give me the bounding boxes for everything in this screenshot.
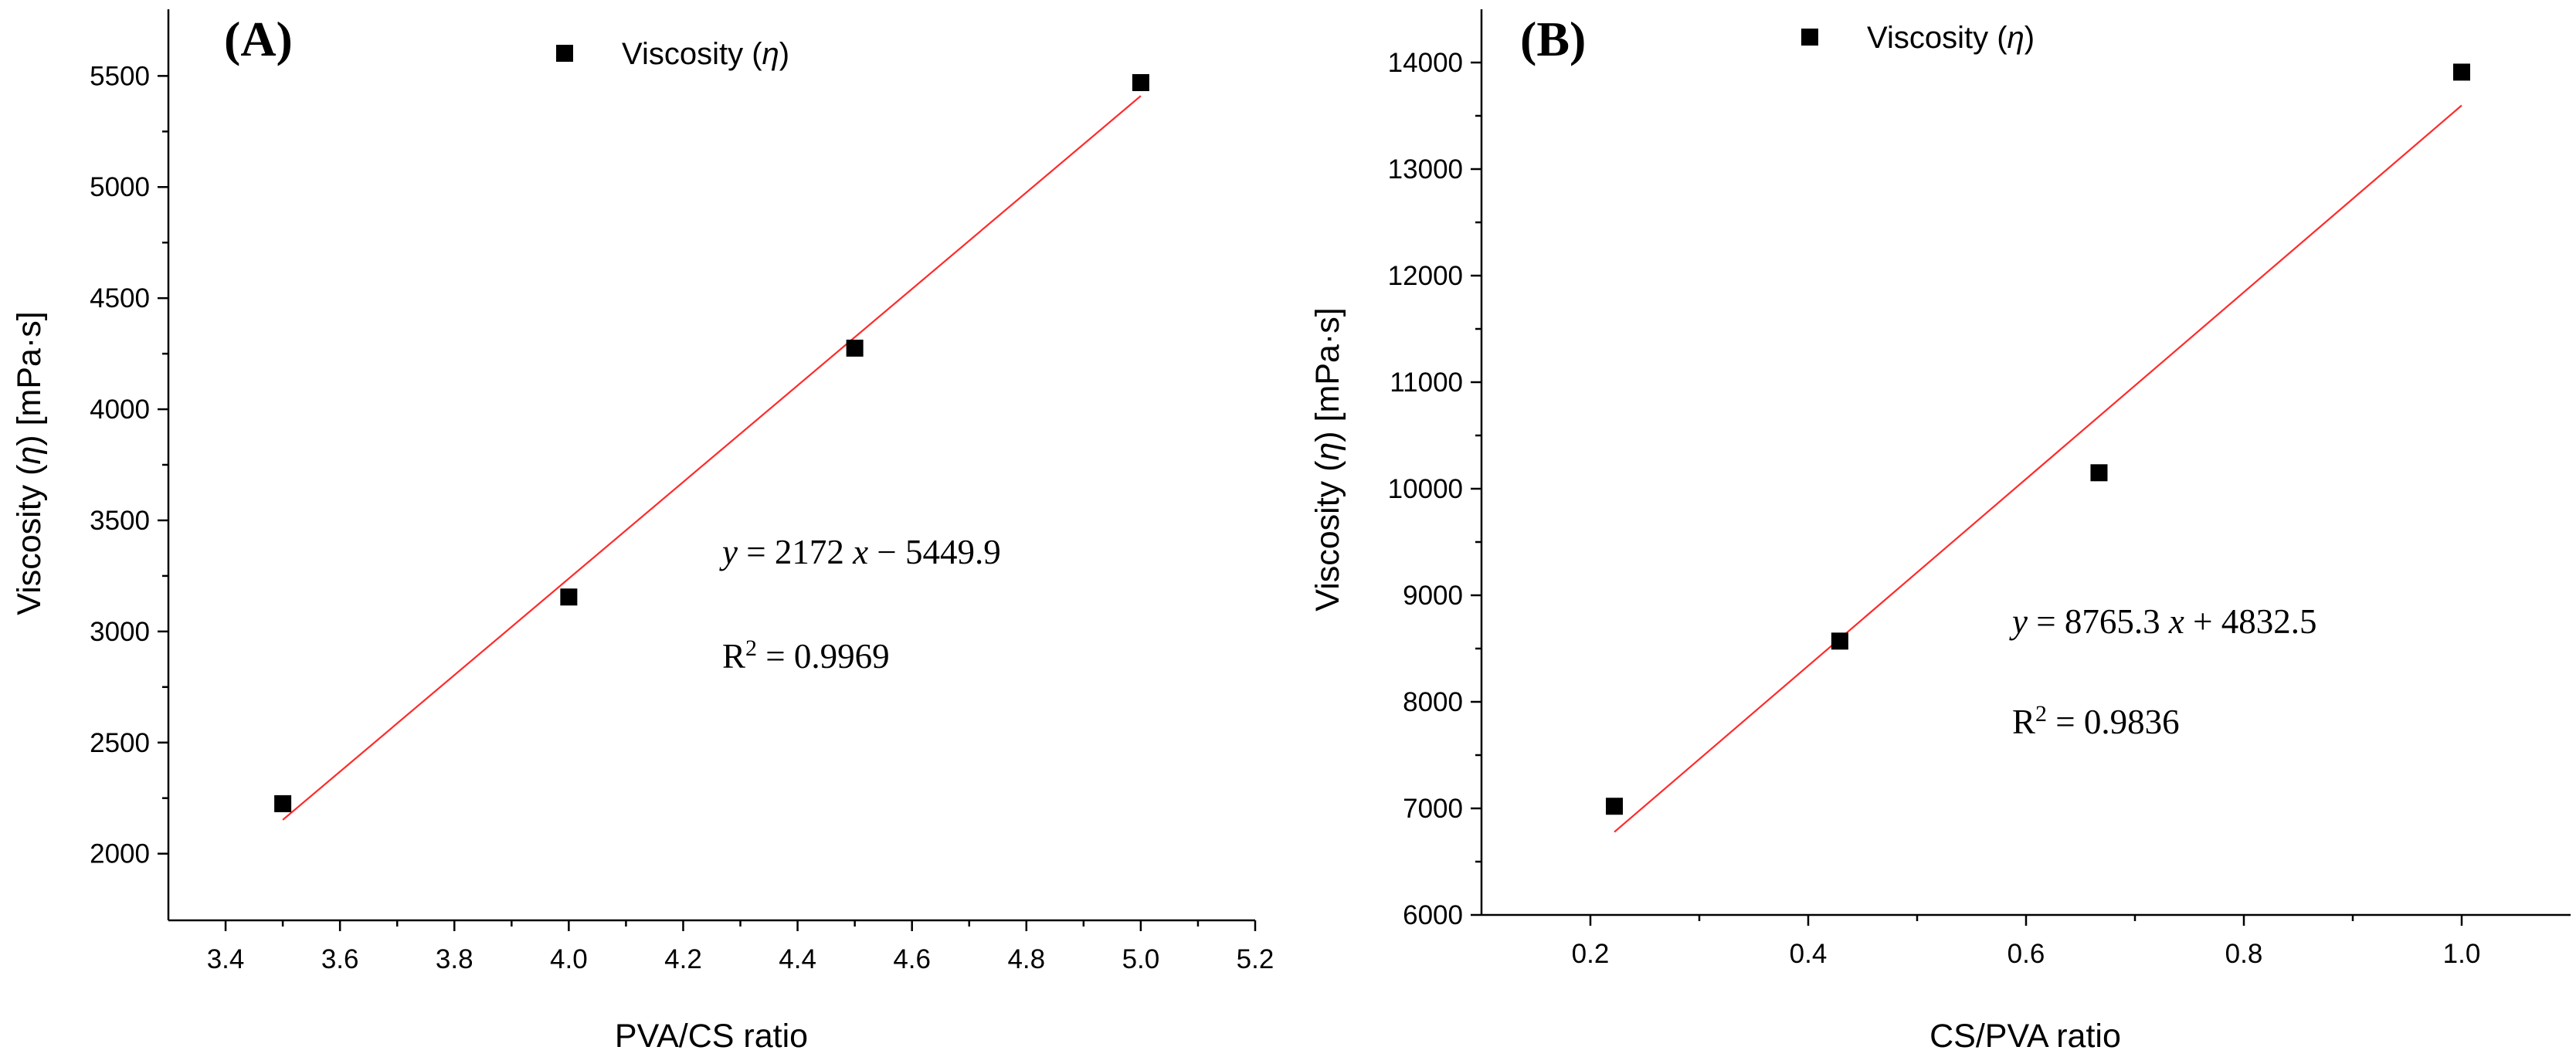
x-tick-label: 3.8 <box>436 944 473 974</box>
y-tick-label: 5500 <box>90 61 150 91</box>
legend: Viscosity (η) <box>556 37 789 71</box>
regression-equation: y = 2172 x − 5449.9 <box>719 533 1001 571</box>
y-tick-label: 2000 <box>90 839 150 869</box>
y-axis-title: Viscosity (η) [mPa·s] <box>1309 307 1346 611</box>
y-tick-label: 5000 <box>90 172 150 202</box>
y-tick-label: 14000 <box>1388 48 1463 78</box>
x-tick-label: 0.6 <box>2008 939 2045 969</box>
chart-panel-a: (A) Viscosity (η) 3.4 3.6 3.8 4.0 4.2 4.4 4.6 4… <box>11 9 1274 1055</box>
y-tick-label: 3000 <box>90 617 150 647</box>
data-point <box>2090 464 2108 482</box>
legend-marker <box>1801 29 1818 46</box>
y-axis-ticks: 6000 7000 8000 9000 10000 11000 12000 13000 1400… <box>1388 48 1481 930</box>
legend: Viscosity (η) <box>1801 21 2035 55</box>
data-point <box>560 588 578 606</box>
data-point <box>1606 798 1624 815</box>
x-tick-label: 4.2 <box>664 944 702 974</box>
x-tick-label: 4.6 <box>893 944 931 974</box>
y-tick-label: 9000 <box>1403 581 1463 611</box>
x-tick-label: 0.8 <box>2225 939 2263 969</box>
y-tick-label: 2500 <box>90 728 150 758</box>
x-tick-label: 0.4 <box>1790 939 1828 969</box>
fit-line-group <box>282 95 1142 821</box>
y-tick-label: 10000 <box>1388 474 1463 504</box>
x-axis-ticks: 3.4 3.6 3.8 4.0 4.2 4.4 4.6 4.8 5.0 5.2 <box>207 920 1274 974</box>
y-tick-label: 3500 <box>90 506 150 536</box>
x-tick-label: 5.2 <box>1237 944 1274 974</box>
x-tick-label: 3.6 <box>321 944 359 974</box>
regression-equation: y = 8765.3 x + 4832.5 <box>2009 602 2317 641</box>
y-tick-label: 8000 <box>1403 687 1463 717</box>
x-tick-label: 4.0 <box>550 944 588 974</box>
chart-panel-b: (B) Viscosity (η) 0.2 0.4 0.6 0.8 1.0 6000 70… <box>1309 9 2571 1055</box>
data-point <box>1831 632 1848 650</box>
x-tick-label: 3.4 <box>207 944 245 974</box>
x-axis-ticks: 0.2 0.4 0.6 0.8 1.0 <box>1572 915 2481 969</box>
x-axis-title: CS/PVA ratio <box>1929 1018 2121 1055</box>
x-tick-label: 5.0 <box>1122 944 1160 974</box>
y-tick-label: 4000 <box>90 395 150 425</box>
fit-line <box>1614 104 2462 833</box>
x-axis-title: PVA/CS ratio <box>615 1018 808 1055</box>
y-axis-title: Viscosity (η) [mPa·s] <box>11 311 48 615</box>
data-point <box>274 794 292 812</box>
y-tick-label: 6000 <box>1403 900 1463 930</box>
legend-marker <box>556 45 573 62</box>
x-tick-label: 4.4 <box>779 944 816 974</box>
panel-label: (A) <box>224 12 293 66</box>
x-tick-label: 1.0 <box>2443 939 2481 969</box>
legend-label: Viscosity (η) <box>1867 21 2035 55</box>
x-tick-label: 0.2 <box>1572 939 1610 969</box>
x-tick-label: 4.8 <box>1007 944 1045 974</box>
y-tick-label: 12000 <box>1388 261 1463 291</box>
y-tick-label: 11000 <box>1390 368 1463 398</box>
y-tick-label: 4500 <box>90 283 150 313</box>
y-tick-label: 7000 <box>1403 794 1463 824</box>
fit-line <box>282 95 1142 821</box>
data-point <box>1132 73 1149 91</box>
r-squared: R2 = 0.9969 <box>722 635 890 676</box>
legend-label: Viscosity (η) <box>622 37 789 71</box>
y-axis-ticks: 2000 2500 3000 3500 4000 4500 5000 5500 <box>90 61 168 869</box>
data-point <box>846 339 864 357</box>
y-tick-label: 13000 <box>1388 154 1463 185</box>
data-points <box>1606 63 2470 815</box>
r-squared: R2 = 0.9836 <box>2012 701 2180 742</box>
panel-label: (B) <box>1520 12 1586 66</box>
data-point <box>2453 63 2470 81</box>
data-points <box>274 73 1149 812</box>
fit-line-group <box>1614 104 2462 833</box>
